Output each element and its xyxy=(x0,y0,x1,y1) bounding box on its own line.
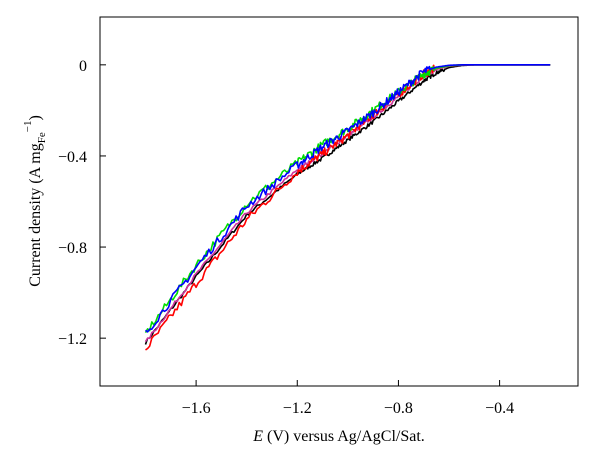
y-tick-label: −1.2 xyxy=(58,331,87,348)
x-axis-title: E (V) versus Ag/AgCl/Sat. xyxy=(252,428,425,445)
x-tick-label: −1.6 xyxy=(182,400,211,417)
series-line-1 xyxy=(144,64,551,345)
x-axis: −1.6 −1.2 −0.8 −0.4 xyxy=(182,380,514,417)
y-axis-title: Current density (A mgFe−1) xyxy=(22,115,48,287)
x-tick-label: −0.8 xyxy=(384,400,413,417)
series-line-2 xyxy=(144,64,551,343)
series-line-5 xyxy=(145,64,551,333)
y-axis: 0 −0.4 −0.8 −1.2 xyxy=(58,58,106,348)
y-tick-label: −0.4 xyxy=(58,149,87,166)
series-line-3 xyxy=(145,64,551,351)
y-tick-label: 0 xyxy=(79,58,87,75)
y-tick-label: −0.8 xyxy=(58,240,87,257)
series-line-4 xyxy=(144,64,551,333)
plot-frame xyxy=(99,16,579,387)
x-tick-label: −1.2 xyxy=(283,400,312,417)
series-layer xyxy=(144,64,551,351)
x-tick-label: −0.4 xyxy=(485,400,514,417)
